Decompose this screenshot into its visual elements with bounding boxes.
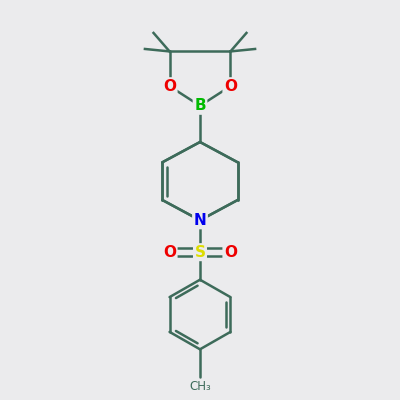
Text: O: O	[224, 79, 237, 94]
Text: S: S	[194, 245, 206, 260]
Text: B: B	[194, 98, 206, 113]
Text: O: O	[163, 245, 176, 260]
Text: N: N	[194, 213, 206, 228]
Text: CH₃: CH₃	[189, 380, 211, 394]
Text: O: O	[163, 79, 176, 94]
Text: O: O	[224, 245, 237, 260]
